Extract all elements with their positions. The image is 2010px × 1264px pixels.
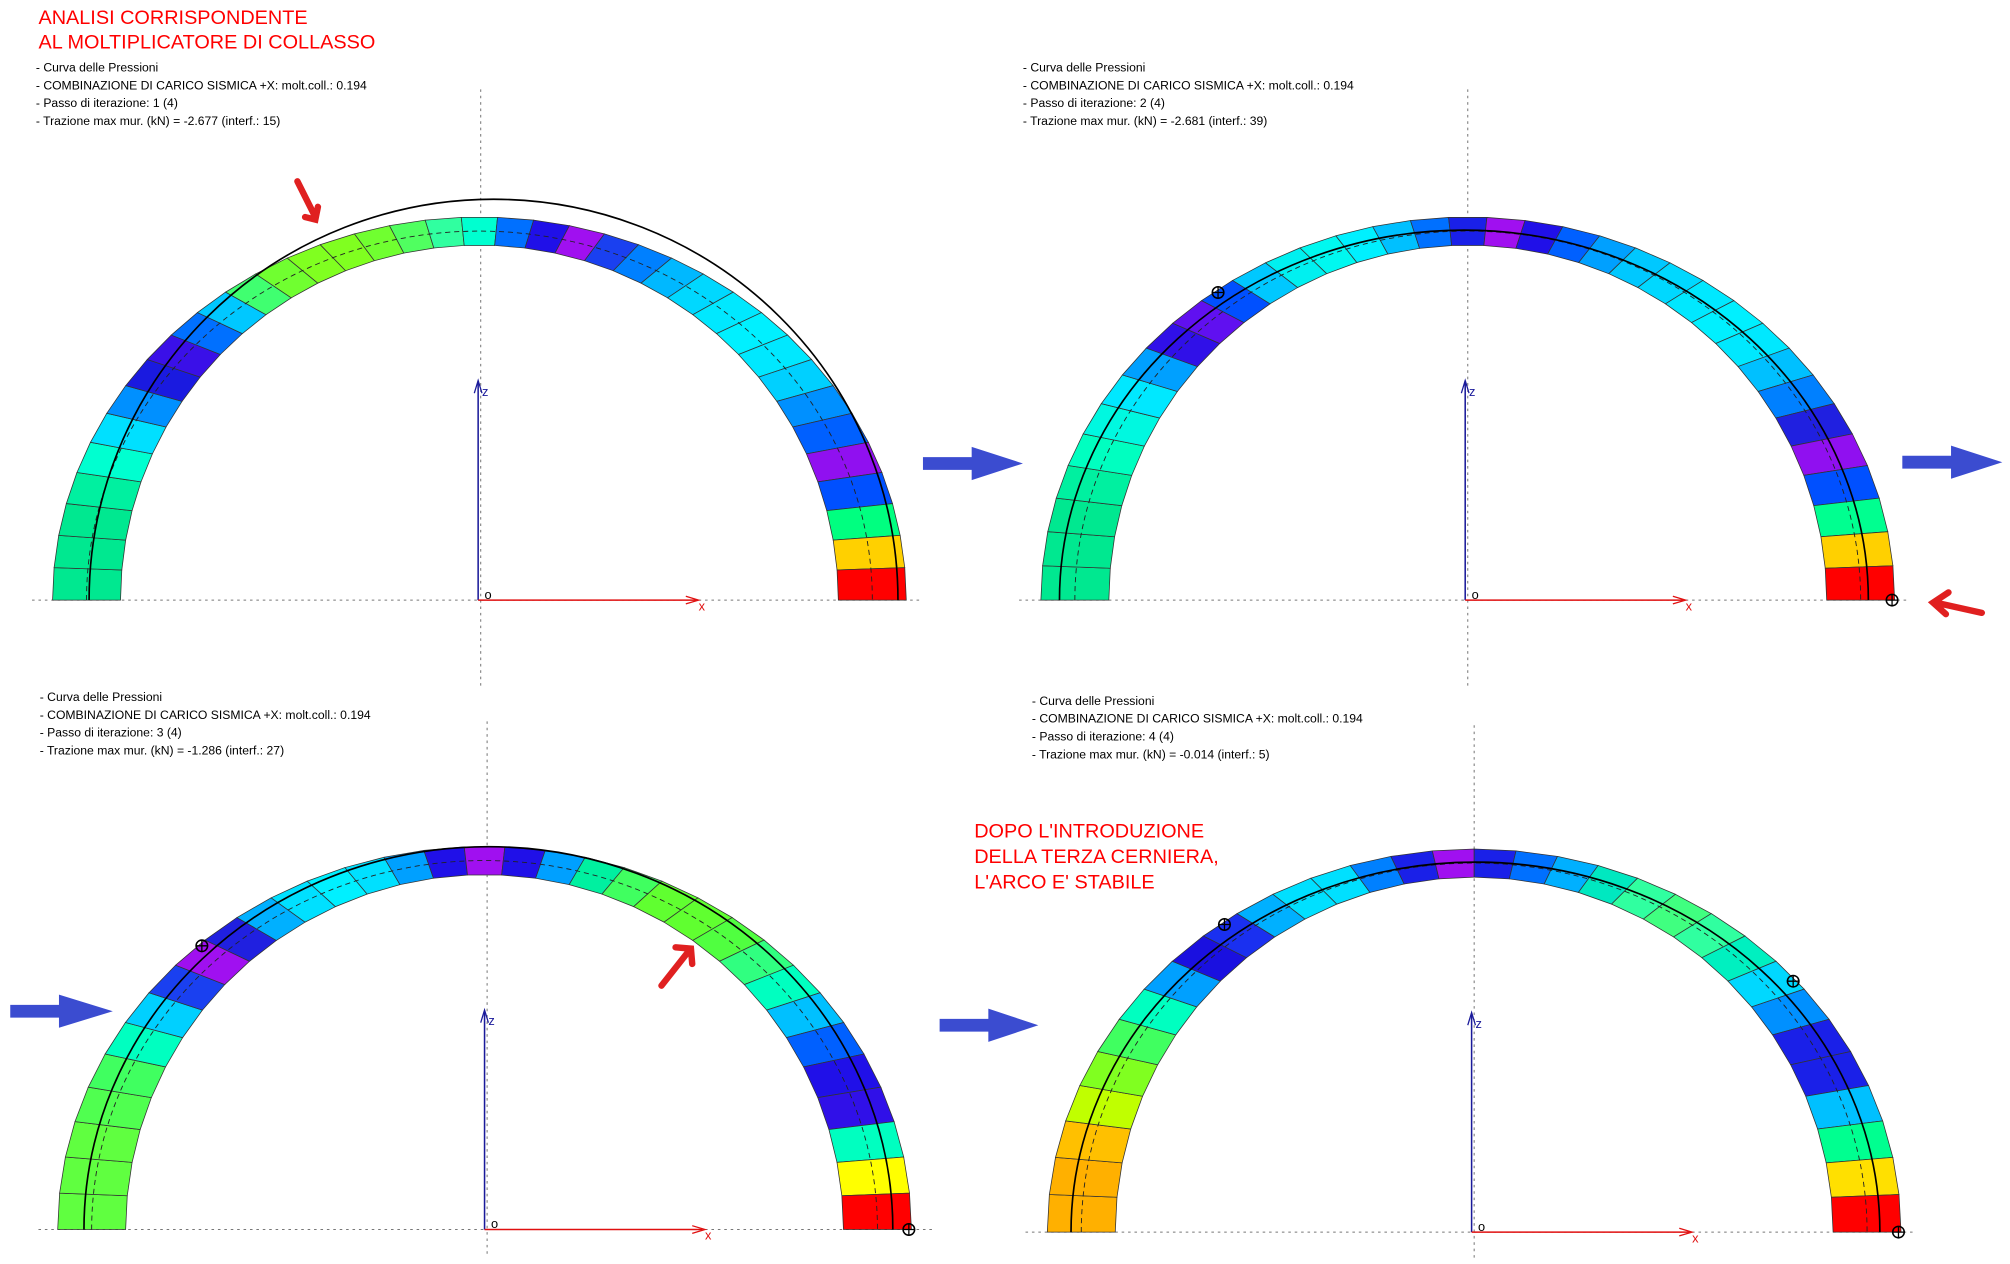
z-arrow — [1460, 378, 1470, 394]
pressure-curve — [88, 198, 899, 601]
z-arrow — [473, 378, 483, 394]
info-line: - Passo di iterazione: 2 (4) — [1023, 96, 1165, 110]
info-line: - Curva delle Pressioni — [1032, 694, 1154, 708]
info-line: - COMBINAZIONE DI CARICO SISMICA +X: mol… — [36, 78, 367, 92]
arch-block — [1820, 531, 1894, 569]
x-arrow — [685, 595, 701, 605]
arch-block — [59, 1156, 133, 1197]
panel: - Curva delle Pressioni - COMBINAZIONE DI… — [1025, 694, 1917, 1258]
pressure-curve — [83, 845, 894, 1230]
hinge-cross — [903, 1223, 915, 1236]
info-line: - Passo di iterazione: 1 (4) — [36, 96, 178, 110]
info-line: - COMBINAZIONE DI CARICO SISMICA +X: mol… — [40, 708, 371, 722]
axis-label: z — [1469, 384, 1475, 399]
hinge-cross — [1212, 286, 1224, 299]
header-line: AL MOLTIPLICATORE DI COLLASSO — [38, 32, 375, 54]
axis-label: o — [1472, 587, 1479, 602]
hinge-cross — [1886, 594, 1898, 606]
info-line: - Trazione max mur. (kN) = -2.677 (inter… — [36, 114, 280, 128]
x-arrow — [1679, 1227, 1695, 1237]
pressure-curve — [1058, 229, 1870, 601]
axis-label: z — [482, 384, 488, 399]
axis-label: x — [699, 598, 706, 613]
arrows — [10, 178, 2003, 1042]
hinge-cross — [196, 940, 208, 952]
info-line: - COMBINAZIONE DI CARICO SISMICA +X: mol… — [1023, 78, 1354, 92]
axis-label: x — [1692, 1230, 1699, 1245]
pressure-curve — [1070, 861, 1881, 1233]
arch-midline — [91, 860, 878, 1230]
z-arrow — [480, 1007, 490, 1023]
note-line: L'ARCO E' STABILE — [974, 872, 1154, 894]
z-arrow — [1467, 1010, 1477, 1026]
hinge-cross — [1787, 975, 1799, 987]
info-line: - Trazione max mur. (kN) = -0.014 (inter… — [1032, 747, 1270, 761]
panel: - Curva delle Pressioni - COMBINAZIONE DI… — [1019, 61, 1911, 690]
arch-midline — [1080, 862, 1868, 1233]
axis-label: o — [485, 587, 492, 602]
arch-midline — [86, 230, 873, 601]
axis-label: o — [1478, 1219, 1485, 1234]
info-line: - Trazione max mur. (kN) = -1.286 (inter… — [40, 744, 284, 758]
arch-block — [52, 567, 123, 601]
axis-label: x — [1686, 598, 1693, 613]
arch-block — [1042, 531, 1116, 569]
arch-block — [836, 1156, 910, 1197]
info-line: - Trazione max mur. (kN) = -2.681 (inter… — [1023, 114, 1267, 128]
panel: - Curva delle Pressioni - COMBINAZIONE DI… — [32, 61, 923, 690]
note-line: DELLA TERZA CERNIERA, — [974, 846, 1219, 868]
info-line: - Curva delle Pressioni — [40, 690, 162, 704]
info-line: - Passo di iterazione: 3 (4) — [40, 726, 182, 740]
x-arrow — [692, 1225, 708, 1234]
axis-label: z — [488, 1013, 494, 1028]
arch-block — [1040, 565, 1111, 601]
header-line: ANALISI CORRISPONDENTE — [38, 7, 307, 29]
axis-label: z — [1475, 1016, 1481, 1031]
hinge-cross — [1892, 1226, 1905, 1238]
info-line: - Passo di iterazione: 4 (4) — [1032, 730, 1174, 744]
arch-midline — [1074, 230, 1862, 601]
axis-label: x — [705, 1228, 712, 1243]
hinge-cross — [1218, 918, 1231, 931]
arch-block — [1824, 565, 1896, 601]
note-line: DOPO L'INTRODUZIONE — [974, 821, 1204, 843]
arch-block — [836, 567, 907, 601]
info-line: - COMBINAZIONE DI CARICO SISMICA +X: mol… — [1032, 712, 1363, 726]
x-arrow — [1672, 595, 1688, 605]
info-line: - Curva delle Pressioni — [36, 61, 158, 75]
panel: - Curva delle Pressioni - COMBINAZIONE DI… — [38, 690, 934, 1258]
info-line: - Curva delle Pressioni — [1023, 61, 1145, 75]
axis-label: o — [491, 1216, 498, 1231]
